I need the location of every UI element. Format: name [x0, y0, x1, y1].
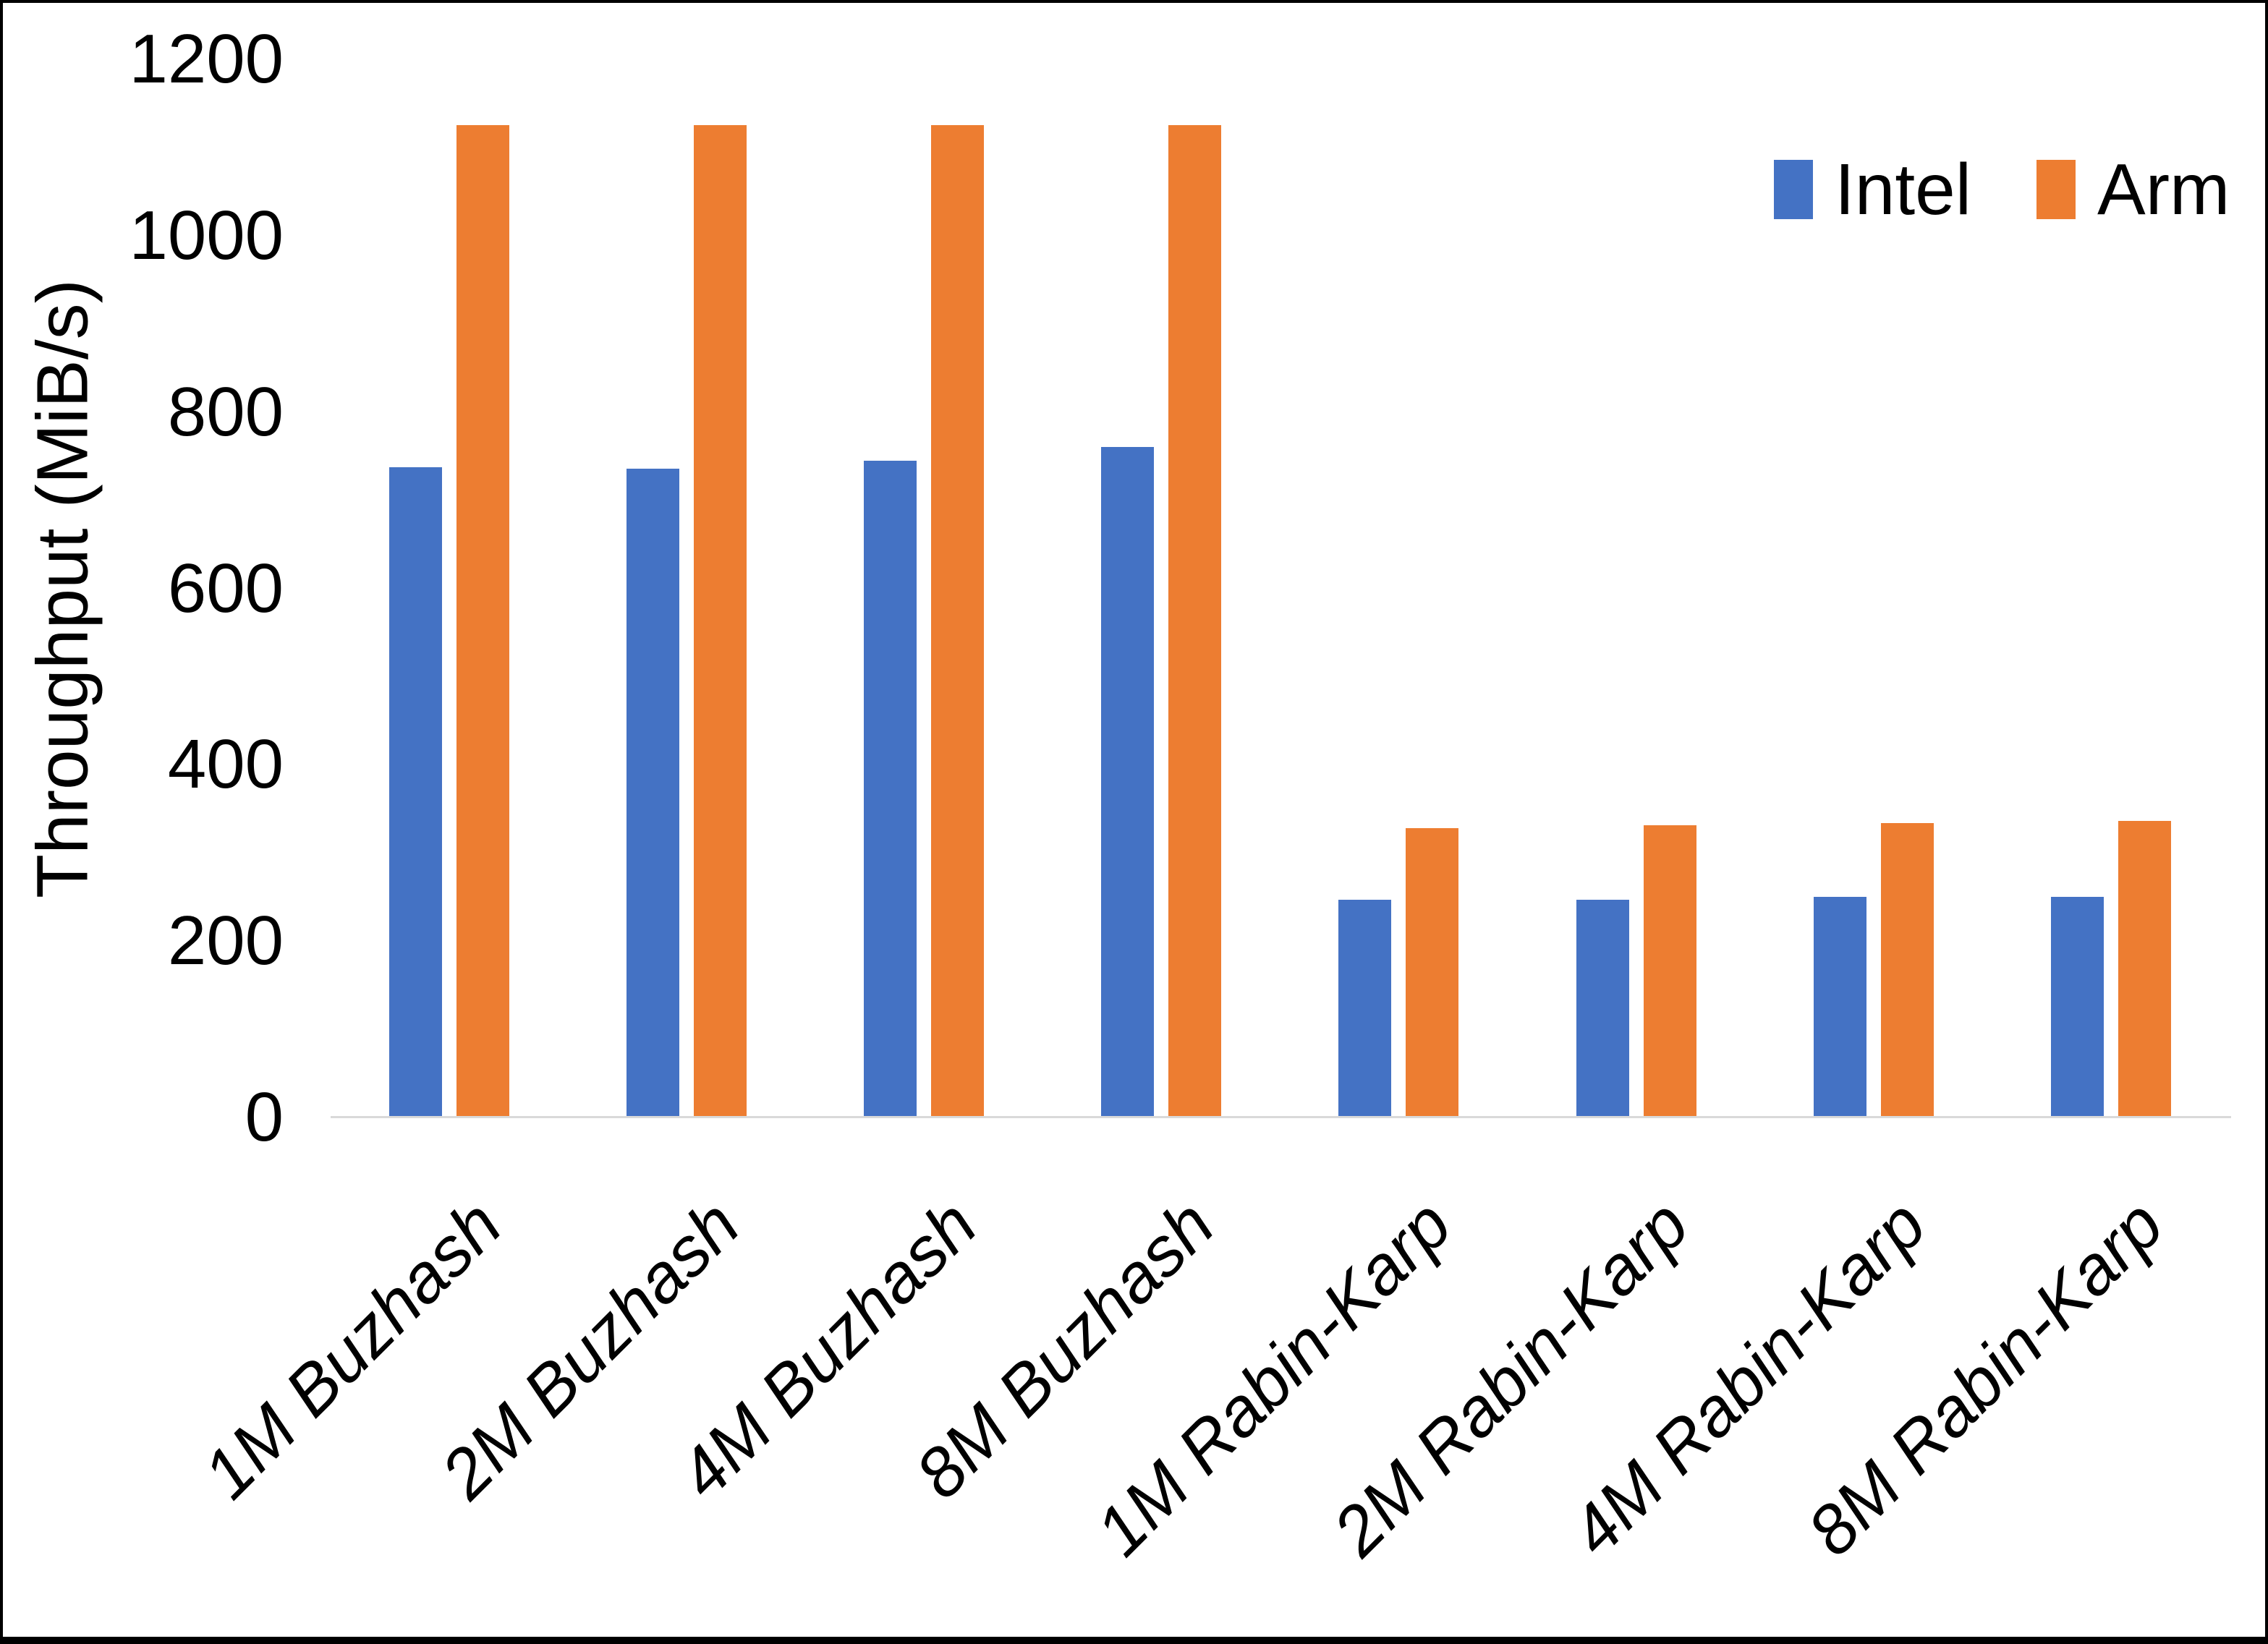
bar-arm-4m-buzhash: [931, 125, 985, 1117]
bar-intel-4m-buzhash: [864, 460, 917, 1117]
y-tick-label: 1000: [129, 196, 284, 274]
bar-intel-2m-buzhash: [627, 468, 680, 1117]
bar-intel-1m-rabin-karp: [1338, 899, 1392, 1117]
y-tick-label: 200: [167, 902, 284, 980]
bar-arm-8m-buzhash: [1168, 125, 1222, 1117]
x-axis-line: [331, 1116, 2231, 1118]
legend: Intel Arm: [1774, 153, 2230, 226]
bar-arm-2m-buzhash: [694, 125, 747, 1117]
bar-intel-8m-rabin-karp: [2050, 897, 2104, 1117]
legend-swatch-intel: [1774, 160, 1813, 219]
y-tick-label: 600: [167, 549, 284, 627]
bar-intel-1m-buzhash: [389, 467, 443, 1117]
legend-item-arm: Arm: [2036, 153, 2230, 226]
legend-item-intel: Intel: [1774, 153, 1971, 226]
y-tick-label: 0: [245, 1078, 284, 1156]
y-tick-label: 800: [167, 372, 284, 451]
bar-arm-1m-rabin-karp: [1406, 828, 1459, 1117]
legend-label-arm: Arm: [2097, 149, 2230, 230]
bar-arm-2m-rabin-karp: [1643, 825, 1696, 1117]
bar-intel-2m-rabin-karp: [1576, 899, 1629, 1117]
bar-intel-8m-buzhash: [1101, 447, 1155, 1117]
legend-label-intel: Intel: [1835, 149, 1972, 230]
bar-intel-4m-rabin-karp: [1813, 897, 1866, 1117]
bar-arm-1m-buzhash: [456, 125, 510, 1117]
y-tick-label: 1200: [129, 20, 284, 98]
bar-arm-4m-rabin-karp: [1880, 822, 1934, 1117]
bar-arm-8m-rabin-karp: [2118, 821, 2171, 1117]
y-tick-label: 400: [167, 725, 284, 804]
legend-swatch-arm: [2036, 160, 2076, 219]
